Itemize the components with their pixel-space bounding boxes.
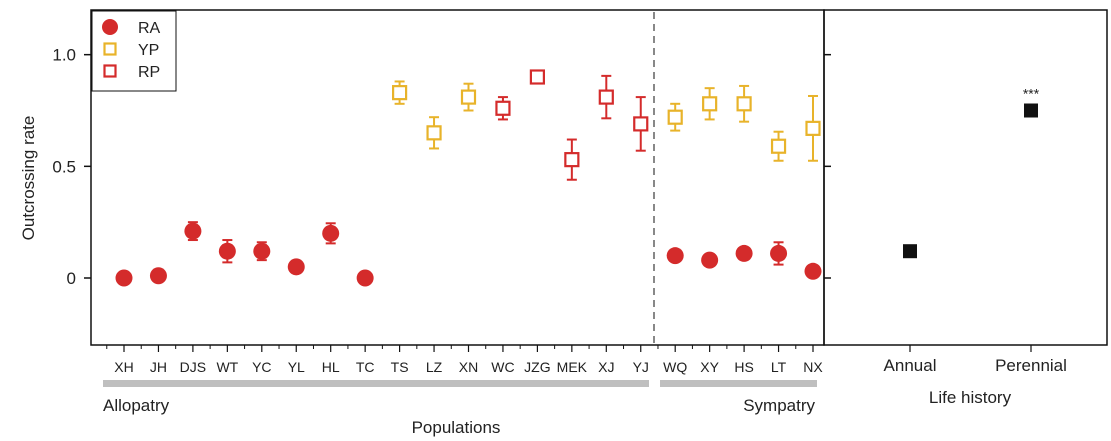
legend-ra-label: RA (138, 20, 161, 37)
point-rp-xj (598, 89, 614, 105)
x-tick-label-jzg: JZG (524, 359, 550, 375)
axes: 0 0.5 1.0 XH JH DJS WT YC YL HL TC TS LZ XN WC JZG MEK XJ… (52, 46, 1067, 375)
sympatry-group-bar (660, 380, 817, 387)
point-ra-xh (115, 269, 133, 287)
x-axis-title: Populations (412, 418, 501, 437)
point-ra-wq (666, 247, 684, 265)
x-tick-label-yl: YL (288, 359, 305, 375)
x-tick-label-wt: WT (216, 359, 238, 375)
x-tick-label-djs: DJS (180, 359, 206, 375)
point-rp-wc (495, 100, 511, 116)
x-tick-label-jh: JH (150, 359, 167, 375)
x-tick-label-hs: HS (734, 359, 753, 375)
x-tick-label-hl: HL (322, 359, 340, 375)
y-axis-title: Outcrossing rate (19, 116, 38, 241)
point-yp-wq (667, 109, 683, 125)
x-tick-label-yc: YC (252, 359, 271, 375)
point-ra-yc (253, 242, 271, 260)
point-yp-xy (702, 96, 718, 112)
x-tick-label-nx: NX (803, 359, 823, 375)
point-yp-xn (460, 89, 477, 105)
y-tick-label-0: 0 (67, 269, 76, 288)
point-yp-ts (392, 85, 408, 101)
point-life-history-perennial (1024, 103, 1038, 118)
point-yp-nx (805, 120, 821, 136)
point-ra-nx (804, 262, 822, 280)
legend: RA YP RP (91, 10, 177, 92)
life-history-tick-label-annual: Annual (884, 356, 937, 375)
allopatry-group-bar (103, 380, 649, 387)
point-ra-djs (184, 222, 202, 240)
point-ra-wt (218, 242, 236, 260)
x-tick-label-lt: LT (771, 359, 787, 375)
point-rp-jzg (529, 69, 546, 85)
x-tick-label-mek: MEK (557, 359, 588, 375)
legend-ra-marker (102, 19, 118, 35)
life-history-tick-label-perennial: Perennial (995, 356, 1067, 375)
life-history-plot-frame (823, 9, 1108, 346)
point-rp-yj (633, 116, 649, 132)
data-marks: *** (115, 69, 1040, 287)
legend-yp-label: YP (138, 42, 159, 59)
point-ra-hs (735, 244, 753, 262)
significance-annotation: *** (1023, 85, 1040, 101)
x-tick-label-xh: XH (114, 359, 133, 375)
x-tick-label-xj: XJ (598, 359, 614, 375)
y-tick-label-0-5: 0.5 (52, 157, 76, 176)
point-yp-lt (770, 138, 787, 154)
y-tick-label-1-0: 1.0 (52, 46, 76, 65)
plot-frames (90, 9, 1108, 346)
x-tick-label-wc: WC (491, 359, 514, 375)
point-ra-xy (701, 251, 719, 269)
point-ra-yl (287, 258, 305, 276)
sympatry-label: Sympatry (743, 396, 815, 415)
x-tick-label-xn: XN (459, 359, 478, 375)
populations-plot-frame (90, 9, 825, 346)
life-history-axis-title: Life history (929, 388, 1012, 407)
x-tick-label-tc: TC (356, 359, 375, 375)
legend-yp-marker (103, 42, 117, 56)
allopatry-label: Allopatry (103, 396, 170, 415)
point-ra-lt (770, 244, 788, 262)
point-ra-hl (322, 224, 340, 242)
point-life-history-annual (903, 244, 917, 259)
x-tick-label-ts: TS (391, 359, 409, 375)
x-tick-label-wq: WQ (663, 359, 687, 375)
point-rp-mek (564, 152, 580, 168)
x-tick-label-yj: YJ (633, 359, 649, 375)
x-tick-label-xy: XY (700, 359, 719, 375)
legend-rp-label: RP (138, 64, 160, 81)
point-yp-lz (426, 125, 442, 141)
point-ra-tc (356, 269, 374, 287)
legend-rp-marker (103, 64, 117, 78)
x-tick-label-lz: LZ (426, 359, 443, 375)
point-ra-jh (149, 267, 167, 285)
point-yp-hs (736, 96, 752, 112)
